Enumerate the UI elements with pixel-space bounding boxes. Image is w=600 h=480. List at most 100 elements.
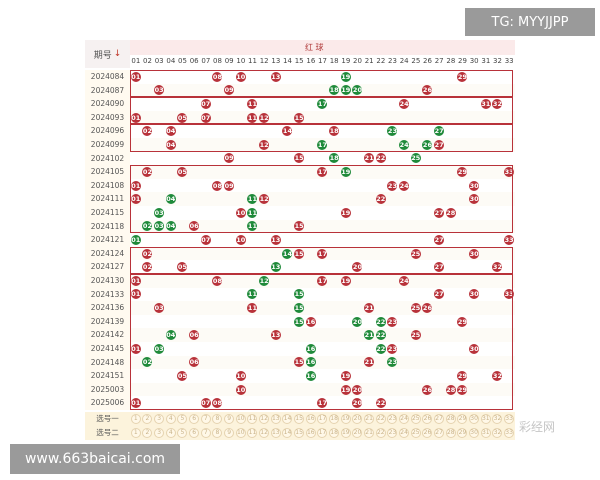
pick-number[interactable]: 25 xyxy=(410,414,421,424)
column-header: 21 xyxy=(364,57,374,65)
pick-number[interactable]: 22 xyxy=(375,428,386,438)
pick-number[interactable]: 16 xyxy=(305,428,316,438)
pick-number[interactable]: 27 xyxy=(434,428,445,438)
repeat-ball: 04 xyxy=(165,221,176,232)
column-header: 27 xyxy=(434,57,444,65)
column-header: 29 xyxy=(458,57,467,65)
pick-number[interactable]: 6 xyxy=(189,414,200,424)
red-ball: 08 xyxy=(212,180,223,191)
period-cell: 2024124 xyxy=(85,246,130,261)
pick-number[interactable]: 30 xyxy=(469,428,480,438)
pick-number[interactable]: 20 xyxy=(352,414,363,424)
pick-number[interactable]: 24 xyxy=(399,414,410,424)
pick-number[interactable]: 21 xyxy=(364,414,375,424)
pick-number[interactable]: 1 xyxy=(130,428,141,438)
pick-number[interactable]: 25 xyxy=(410,428,421,438)
pick-number[interactable]: 10 xyxy=(235,414,246,424)
pick-number[interactable]: 15 xyxy=(294,428,305,438)
table-row: 2024111 01 12 22 30 04 11 xyxy=(85,192,515,206)
table-row: 2024130 01 08 17 19 24 12 xyxy=(85,274,515,288)
red-ball: 17 xyxy=(317,398,328,409)
red-ball: 12 xyxy=(259,112,270,123)
red-ball: 10 xyxy=(235,234,246,245)
pick-number[interactable]: 14 xyxy=(282,428,293,438)
table-row: 2024151 05 10 19 29 32 16 xyxy=(85,369,515,383)
pick-row: 选号二 1 2 3 4 5 6 7 8 9 10 11 12 13 14 15 16 17 18 19 20 21 22 23… xyxy=(85,426,515,440)
pick-number[interactable]: 22 xyxy=(375,414,386,424)
table-row: 2024133 01 27 30 33 11 15 xyxy=(85,287,515,302)
red-ball: 15 xyxy=(294,248,305,259)
red-ball: 08 xyxy=(212,275,223,286)
repeat-ball: 02 xyxy=(142,221,153,232)
pick-number[interactable]: 3 xyxy=(154,414,165,424)
period-cell: 2025003 xyxy=(85,382,130,397)
red-ball: 02 xyxy=(142,166,153,177)
pick-number[interactable]: 4 xyxy=(165,428,176,438)
red-ball: 08 xyxy=(212,398,223,409)
pick-number[interactable]: 32 xyxy=(492,414,503,424)
pick-number[interactable]: 7 xyxy=(200,414,211,424)
pick-number[interactable]: 3 xyxy=(154,428,165,438)
repeat-ball: 15 xyxy=(294,289,305,300)
pick-number[interactable]: 33 xyxy=(504,428,515,438)
pick-number[interactable]: 30 xyxy=(469,414,480,424)
pick-number[interactable]: 26 xyxy=(422,414,433,424)
pick-number[interactable]: 12 xyxy=(259,428,270,438)
pick-number[interactable]: 21 xyxy=(364,428,375,438)
pick-number[interactable]: 26 xyxy=(422,428,433,438)
pick-number[interactable]: 17 xyxy=(317,428,328,438)
pick-number[interactable]: 28 xyxy=(445,414,456,424)
pick-number[interactable]: 7 xyxy=(200,428,211,438)
pick-number[interactable]: 2 xyxy=(142,414,153,424)
pick-number[interactable]: 29 xyxy=(457,428,468,438)
red-ball: 32 xyxy=(492,98,503,109)
pick-number[interactable]: 19 xyxy=(340,428,351,438)
pick-number[interactable]: 20 xyxy=(352,428,363,438)
pick-number[interactable]: 11 xyxy=(247,414,258,424)
pick-number[interactable]: 19 xyxy=(340,414,351,424)
pick-number[interactable]: 5 xyxy=(177,428,188,438)
pick-number[interactable]: 14 xyxy=(282,414,293,424)
red-ball: 21 xyxy=(364,357,375,368)
red-ball: 33 xyxy=(504,166,515,177)
pick-number[interactable]: 29 xyxy=(457,414,468,424)
red-ball: 31 xyxy=(480,98,491,109)
table-row: 2024084 01 08 10 13 29 19 xyxy=(85,70,515,84)
repeat-ball: 22 xyxy=(375,343,386,354)
pick-number[interactable]: 6 xyxy=(189,428,200,438)
pick-number[interactable]: 27 xyxy=(434,414,445,424)
period-header[interactable]: 期号 ↓ xyxy=(85,40,131,68)
pick-number[interactable]: 4 xyxy=(165,414,176,424)
arrow-down-icon[interactable]: ↓ xyxy=(113,49,122,59)
pick-number[interactable]: 28 xyxy=(445,428,456,438)
pick-number[interactable]: 23 xyxy=(387,428,398,438)
pick-number[interactable]: 16 xyxy=(305,414,316,424)
pick-number[interactable]: 33 xyxy=(504,414,515,424)
pick-number[interactable]: 12 xyxy=(259,414,270,424)
pick-number[interactable]: 8 xyxy=(212,414,223,424)
pick-number[interactable]: 9 xyxy=(224,428,235,438)
pick-number[interactable]: 24 xyxy=(399,428,410,438)
pick-number[interactable]: 23 xyxy=(387,414,398,424)
pick-number[interactable]: 8 xyxy=(212,428,223,438)
pick-number[interactable]: 9 xyxy=(224,414,235,424)
period-cell: 2024087 xyxy=(85,83,130,98)
pick-number[interactable]: 2 xyxy=(142,428,153,438)
pick-number[interactable]: 32 xyxy=(492,428,503,438)
red-ball: 15 xyxy=(294,221,305,232)
red-ball: 01 xyxy=(130,180,141,191)
column-header: 08 xyxy=(213,57,222,65)
red-ball: 29 xyxy=(457,71,468,82)
pick-number[interactable]: 5 xyxy=(177,414,188,424)
pick-number[interactable]: 1 xyxy=(130,414,141,424)
pick-number[interactable]: 13 xyxy=(270,428,281,438)
pick-number[interactable]: 15 xyxy=(294,414,305,424)
pick-number[interactable]: 31 xyxy=(480,414,491,424)
pick-number[interactable]: 11 xyxy=(247,428,258,438)
pick-number[interactable]: 18 xyxy=(329,414,340,424)
pick-number[interactable]: 10 xyxy=(235,428,246,438)
pick-number[interactable]: 18 xyxy=(329,428,340,438)
pick-number[interactable]: 13 xyxy=(270,414,281,424)
pick-number[interactable]: 17 xyxy=(317,414,328,424)
pick-number[interactable]: 31 xyxy=(480,428,491,438)
